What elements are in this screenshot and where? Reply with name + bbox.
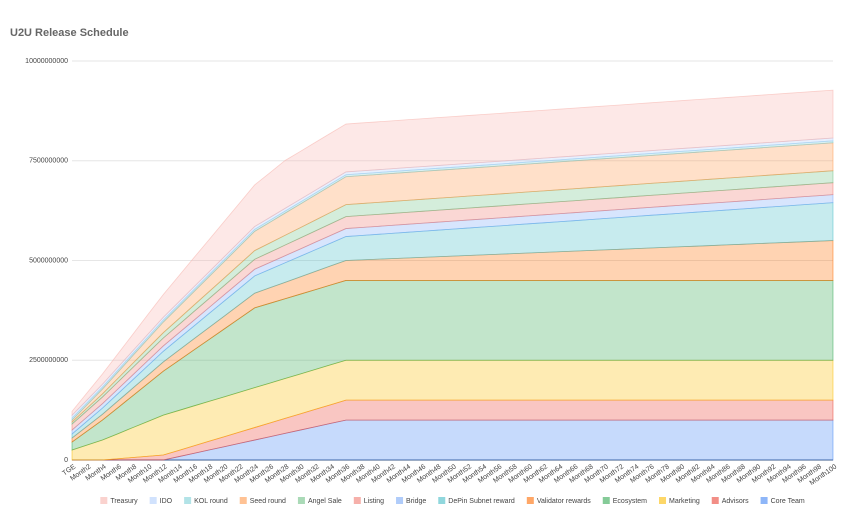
legend-swatch [438,497,446,504]
legend-label: Angel Sale [308,498,342,505]
legend-swatch [602,497,610,504]
legend-label: Listing [364,498,384,505]
legend-label: Seed round [250,498,286,505]
legend-swatch [760,497,768,504]
legend-label: DePin Subnet reward [448,498,515,505]
legend-swatch [297,497,305,504]
legend-swatch [711,497,719,504]
legend-swatch [184,497,192,504]
legend-label: Core Team [771,498,805,505]
legend-swatch [239,497,247,504]
chart-title: U2U Release Schedule [10,27,129,39]
legend-swatch [100,497,108,504]
legend-swatch [526,497,534,504]
legend-swatch [149,497,157,504]
legend-label: Marketing [669,498,700,505]
y-tick-label: 5000000000 [29,257,68,264]
legend-label: Treasury [110,498,138,505]
area [71,89,834,417]
y-tick-label: 7500000000 [29,158,68,165]
y-tick-label: 10000000000 [25,58,68,65]
legend-swatch [396,497,404,504]
legend-label: IDO [160,498,173,505]
legend-label: KOL round [194,498,228,505]
y-tick-label: 2500000000 [29,357,68,364]
legend-label: Validator rewards [537,498,591,505]
legend-label: Ecosystem [613,498,647,505]
legend-swatch [353,497,361,504]
legend-label: Bridge [406,498,426,505]
y-tick-label: 0 [64,457,68,464]
legend-swatch [659,497,666,504]
legend-label: Advisors [722,498,749,505]
